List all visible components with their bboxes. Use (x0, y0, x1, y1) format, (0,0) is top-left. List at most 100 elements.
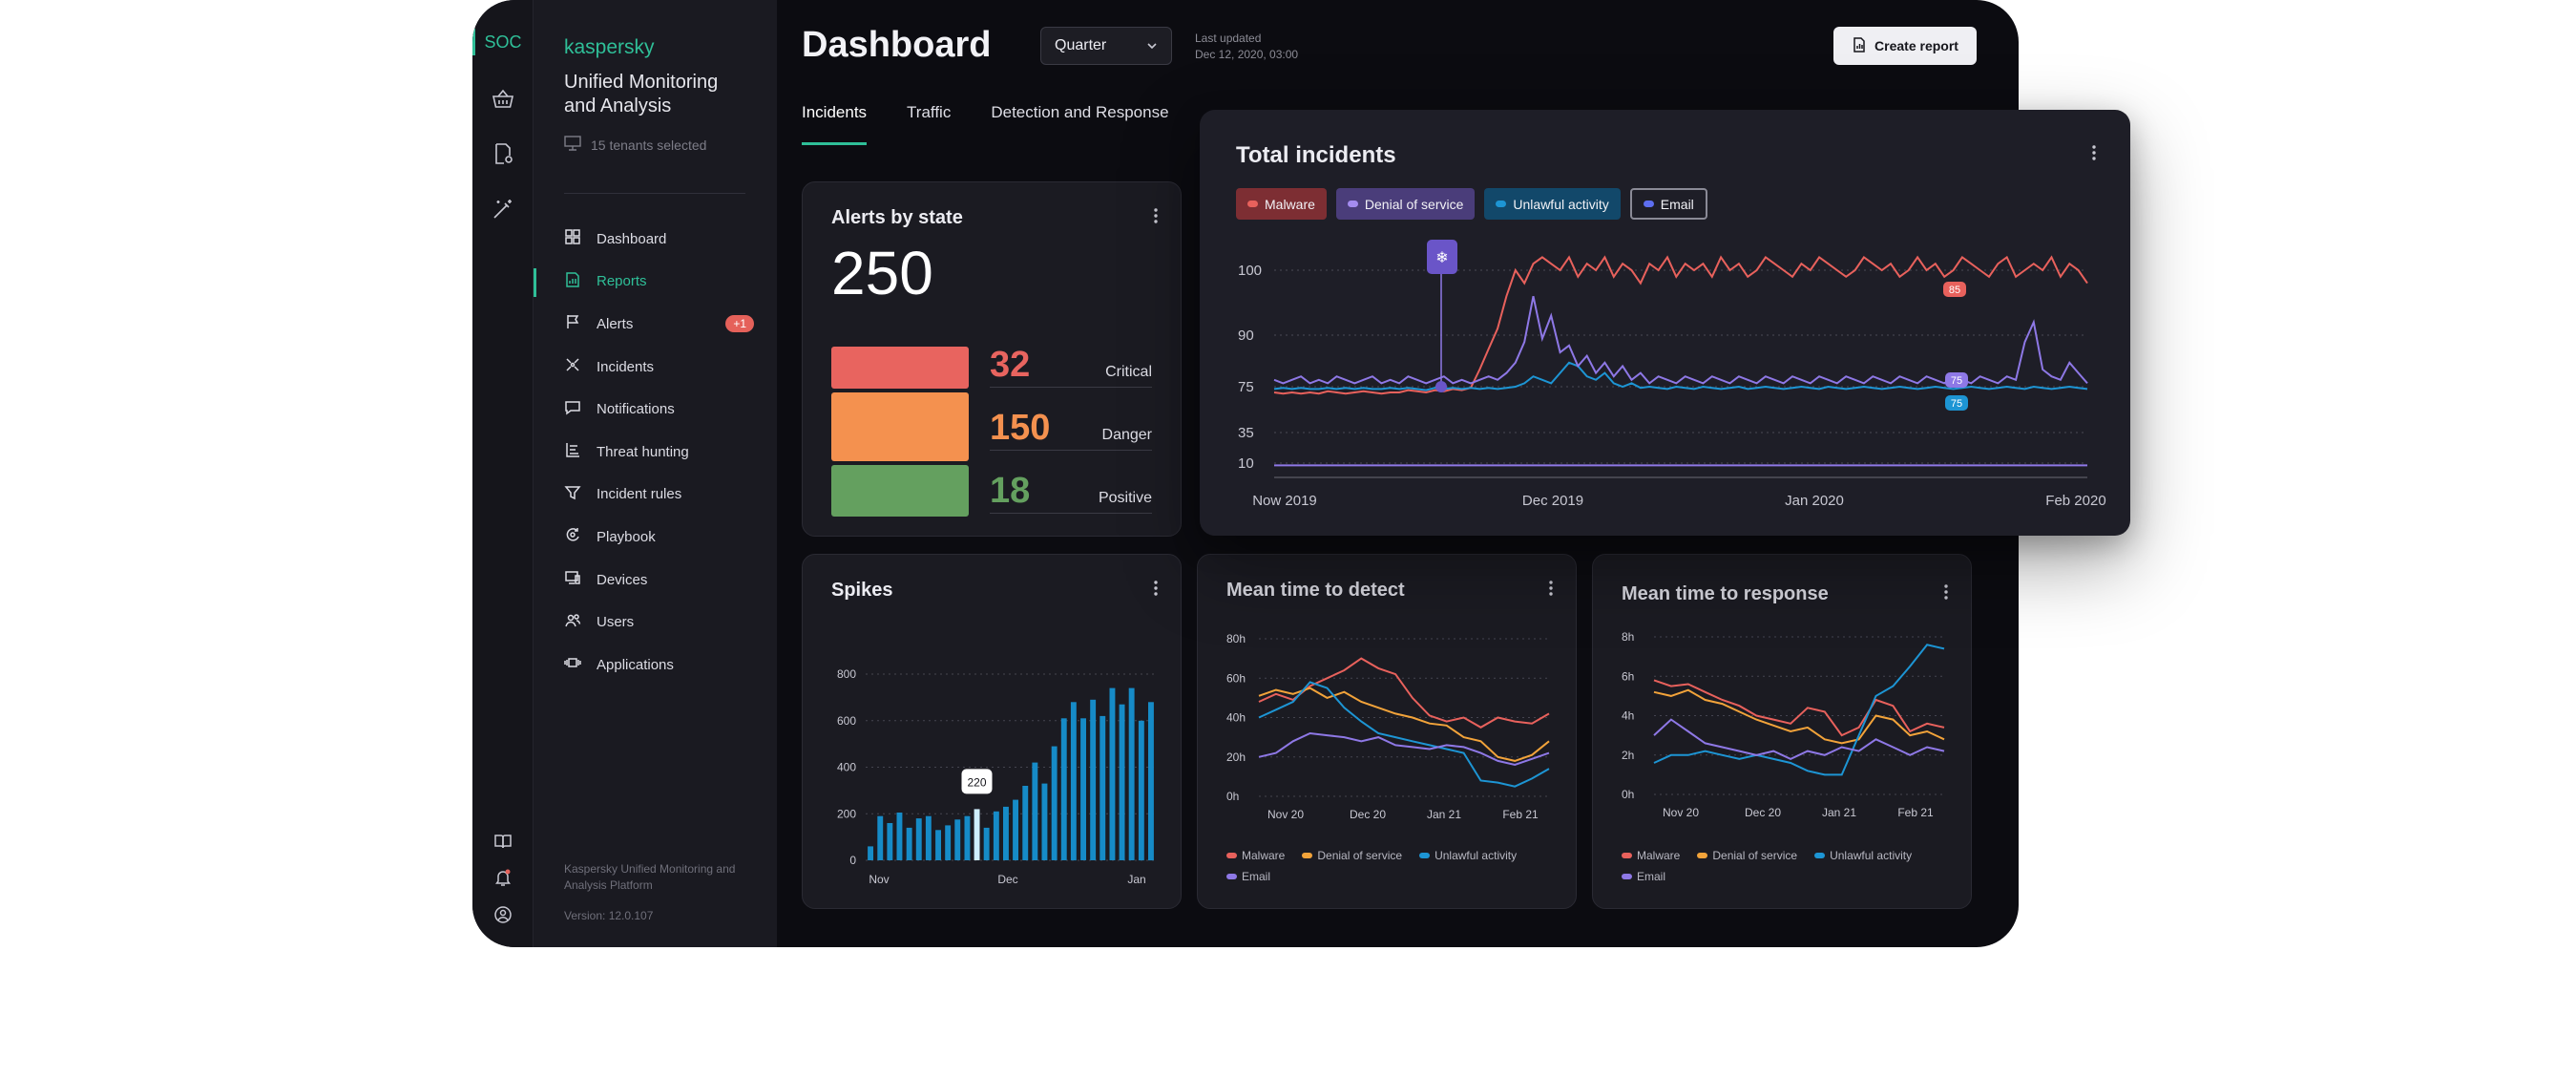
sidebar-item-label: Incident rules (597, 486, 682, 503)
series-line-malware (1258, 657, 1550, 729)
y-tick-label: 40h (1226, 711, 1246, 725)
bar (1003, 806, 1009, 860)
sidebar-item-threat-hunting[interactable]: Threat hunting (534, 431, 777, 474)
bar (1090, 699, 1097, 860)
sidebar-item-label: Incidents (597, 358, 655, 375)
alerts-badge: +1 (725, 315, 754, 333)
y-tick-label: 0h (1622, 788, 1634, 801)
bell-icon[interactable] (489, 863, 517, 892)
applications-icon (564, 654, 581, 675)
chip-label: Malware (1265, 196, 1315, 212)
more-icon[interactable] (1154, 580, 1158, 597)
x-tick-label: Feb 21 (1502, 808, 1539, 821)
danger-value: 150 (990, 408, 1051, 448)
bar-tooltip-label: 220 (967, 775, 986, 789)
series-line-malware (1273, 255, 2088, 395)
x-tick-label: Dec 2019 (1522, 493, 1583, 509)
filter-icon (564, 484, 581, 505)
mttd-card: Mean time to detect 0h 20h 40h 60h 80h Nov 20… (1197, 554, 1577, 909)
bar (1138, 720, 1144, 861)
tooltip-marker (1427, 240, 1457, 274)
incidents-icon (564, 356, 581, 377)
soc-label[interactable]: SOC (484, 32, 522, 52)
y-tick-label: 35 (1238, 425, 1254, 441)
chart-legend: Malware Denial of service Unlawful activ… (1622, 849, 1946, 883)
chip-email[interactable]: Email (1629, 188, 1707, 220)
magic-wand-icon[interactable] (489, 195, 517, 223)
sidebar-item-applications[interactable]: Applications (534, 644, 777, 687)
book-icon[interactable] (489, 827, 517, 856)
danger-label: Danger (1101, 427, 1152, 443)
series-line-email (1653, 718, 1945, 761)
legend-item-email: Email (1226, 870, 1270, 883)
sidebar-item-dashboard[interactable]: Dashboard (534, 218, 777, 261)
tab-incidents[interactable]: Incidents (802, 103, 868, 145)
user-circle-icon[interactable] (489, 900, 517, 929)
more-icon[interactable] (2092, 144, 2096, 161)
card-title: Total incidents (1236, 142, 1396, 168)
legend-item-unlawful-activity: Unlawful activity (1419, 849, 1517, 862)
page-title: Dashboard (802, 25, 992, 65)
y-tick-label: 400 (837, 761, 856, 774)
bar (1080, 718, 1086, 860)
divider (564, 193, 745, 194)
create-report-button[interactable]: Create report (1833, 27, 1977, 65)
chip-label: Denial of service (1364, 196, 1464, 212)
y-tick-label: 2h (1622, 749, 1634, 762)
sidebar-item-alerts[interactable]: Alerts +1 (534, 303, 777, 346)
document-settings-icon[interactable] (489, 139, 517, 168)
chip-malware[interactable]: Malware (1236, 188, 1327, 220)
chip-label: Email (1660, 196, 1694, 212)
sidebar-item-label: Playbook (597, 528, 656, 545)
card-title: Spikes (831, 580, 893, 601)
sidebar-item-reports[interactable]: Reports (534, 261, 777, 304)
period-select[interactable]: Quarter (1040, 27, 1172, 65)
x-tick-label: Nov 20 (1267, 808, 1304, 821)
sidebar-item-devices[interactable]: Devices (534, 559, 777, 602)
more-icon[interactable] (1549, 580, 1553, 597)
reports-icon (564, 271, 581, 292)
y-tick-label: 100 (1238, 263, 1262, 279)
tab-traffic[interactable]: Traffic (907, 103, 952, 121)
sidebar-item-notifications[interactable]: Notifications (534, 388, 777, 431)
tenant-selector[interactable]: 15 tenants selected (564, 136, 706, 154)
bar (896, 813, 903, 860)
main-content: Dashboard Quarter Last updated Dec 12, 2… (777, 0, 2019, 947)
more-icon[interactable] (1154, 207, 1158, 224)
y-tick-label: 800 (837, 667, 856, 681)
legend-item-email: Email (1622, 870, 1665, 883)
devices-icon (564, 569, 581, 590)
bar (964, 815, 971, 860)
series-line-unlawful-activity (1273, 361, 2088, 391)
sidebar-item-playbook[interactable]: Playbook (534, 516, 777, 559)
bar (1119, 704, 1125, 860)
divider (990, 387, 1152, 388)
x-tick-label: Dec (997, 873, 1017, 886)
sidebar-item-incident-rules[interactable]: Incident rules (534, 474, 777, 517)
basket-icon[interactable] (489, 85, 517, 114)
total-incidents-card: Total incidents Malware Denial of servic… (1200, 110, 2130, 536)
playbook-icon (564, 526, 581, 547)
positive-block (831, 465, 969, 517)
chip-unlawful-activity[interactable]: Unlawful activity (1484, 188, 1621, 220)
sidebar-item-label: Applications (597, 656, 674, 673)
y-tick-label: 60h (1226, 671, 1246, 685)
sidebar-item-label: Reports (597, 273, 647, 290)
snowflake-icon: ❄ (1435, 250, 1448, 266)
flag-icon (564, 313, 581, 334)
positive-value: 18 (990, 471, 1031, 511)
tab-detection-and-response[interactable]: Detection and Response (991, 103, 1169, 121)
card-title: Mean time to detect (1226, 580, 1405, 601)
tab-bar: Incidents Traffic Detection and Response (802, 103, 1169, 145)
chip-denial-of-service[interactable]: Denial of service (1335, 188, 1476, 220)
sidebar-item-incidents[interactable]: Incidents (534, 346, 777, 389)
sidebar-item-label: Dashboard (597, 230, 667, 247)
bar (935, 830, 941, 860)
bar (1128, 687, 1135, 860)
series-filter-chips: Malware Denial of service Unlawful activ… (1236, 188, 1707, 220)
more-icon[interactable] (1944, 583, 1948, 601)
sidebar-item-users[interactable]: Users (534, 601, 777, 644)
brand-logo: kaspersky (564, 36, 655, 58)
bar (925, 815, 932, 860)
bar (1022, 786, 1029, 860)
